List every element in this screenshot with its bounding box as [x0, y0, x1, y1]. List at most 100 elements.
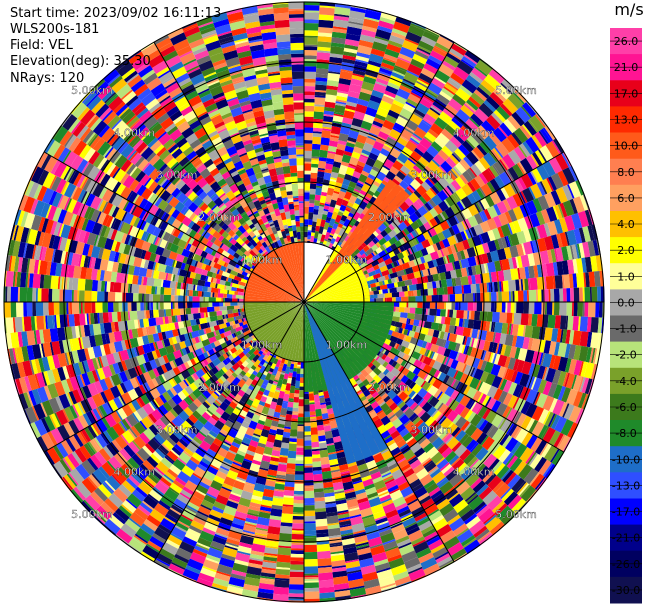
velocity-gate [397, 258, 404, 266]
velocity-gate [230, 302, 238, 306]
velocity-gate [125, 413, 138, 427]
velocity-gate [447, 309, 450, 318]
velocity-gate [304, 226, 308, 232]
velocity-gate [460, 126, 471, 137]
velocity-gate [156, 553, 173, 565]
velocity-gate [396, 327, 400, 333]
velocity-gate [304, 515, 316, 522]
velocity-gate [210, 366, 219, 375]
velocity-gate [442, 374, 450, 384]
velocity-gate [419, 438, 431, 449]
velocity-gate [65, 437, 76, 452]
velocity-gate [426, 535, 441, 546]
velocity-gate [192, 472, 203, 480]
velocity-gate [372, 140, 385, 152]
velocity-gate [449, 317, 457, 326]
velocity-gate [408, 260, 416, 268]
velocity-gate [407, 24, 425, 38]
velocity-gate [358, 500, 371, 511]
velocity-gate [353, 248, 361, 255]
velocity-gate [359, 395, 367, 402]
velocity-gate [334, 204, 341, 210]
velocity-gate [249, 439, 259, 448]
velocity-gate [187, 501, 200, 511]
velocity-gate [385, 371, 395, 381]
velocity-gate [576, 258, 584, 274]
velocity-gate [538, 459, 552, 476]
velocity-gate [101, 333, 107, 345]
velocity-gate [423, 321, 432, 329]
velocity-gate [172, 349, 183, 360]
velocity-gate [149, 310, 152, 319]
velocity-gate [162, 391, 172, 402]
velocity-gate [81, 477, 97, 494]
velocity-gate [570, 287, 574, 302]
velocity-gate [400, 345, 406, 353]
velocity-gate [197, 329, 205, 336]
velocity-gate [262, 495, 273, 502]
velocity-gate [482, 350, 487, 361]
velocity-gate [319, 149, 328, 158]
velocity-gate [338, 520, 352, 526]
velocity-gate [404, 125, 415, 133]
velocity-gate [338, 518, 351, 523]
velocity-gate [72, 389, 82, 403]
velocity-gate [224, 302, 231, 307]
velocity-gate [43, 385, 52, 400]
velocity-gate [516, 230, 527, 245]
velocity-gate [470, 401, 477, 411]
velocity-gate [321, 467, 331, 473]
velocity-gate [312, 461, 322, 468]
velocity-gate [147, 493, 160, 503]
velocity-gate [137, 504, 151, 517]
velocity-gate [226, 374, 236, 384]
velocity-gate [180, 420, 192, 432]
velocity-gate [442, 238, 451, 248]
velocity-gate [384, 355, 392, 364]
velocity-gate [529, 277, 538, 291]
velocity-gate [31, 405, 40, 421]
velocity-gate [82, 385, 92, 399]
velocity-gate [358, 200, 368, 210]
velocity-gate [422, 528, 437, 538]
velocity-gate [304, 98, 315, 103]
velocity-gate [587, 240, 596, 257]
velocity-gate [582, 226, 591, 243]
velocity-gate [499, 378, 508, 391]
velocity-gate [396, 216, 404, 224]
velocity-gate [180, 363, 188, 372]
velocity-gate [321, 130, 331, 139]
velocity-gate [265, 396, 273, 405]
velocity-gate [71, 350, 80, 364]
velocity-gate [566, 288, 571, 302]
velocity-gate [369, 468, 380, 476]
velocity-gate [278, 462, 288, 465]
velocity-gate [345, 142, 356, 148]
velocity-gate [187, 295, 189, 302]
velocity-gate [417, 398, 425, 406]
velocity-gate [426, 315, 435, 323]
velocity-gate [138, 284, 147, 294]
velocity-gate [108, 456, 123, 471]
velocity-gate [202, 389, 212, 399]
velocity-gate [199, 440, 211, 452]
velocity-gate [138, 432, 151, 445]
velocity-gate [207, 403, 218, 414]
velocity-gate [119, 395, 127, 406]
velocity-gate [312, 133, 322, 138]
velocity-gate [247, 512, 259, 517]
velocity-gate [520, 105, 532, 119]
velocity-gate [380, 62, 395, 71]
velocity-gate [103, 343, 111, 356]
velocity-gate [171, 557, 188, 569]
velocity-gate [222, 359, 229, 366]
velocity-gate [182, 450, 192, 458]
velocity-gate [172, 302, 175, 309]
velocity-gate [470, 178, 481, 191]
velocity-gate [208, 297, 216, 302]
velocity-gate [380, 11, 397, 22]
velocity-gate [417, 387, 428, 399]
velocity-gate [318, 572, 334, 581]
velocity-gate [465, 516, 481, 530]
velocity-gate [187, 289, 190, 296]
